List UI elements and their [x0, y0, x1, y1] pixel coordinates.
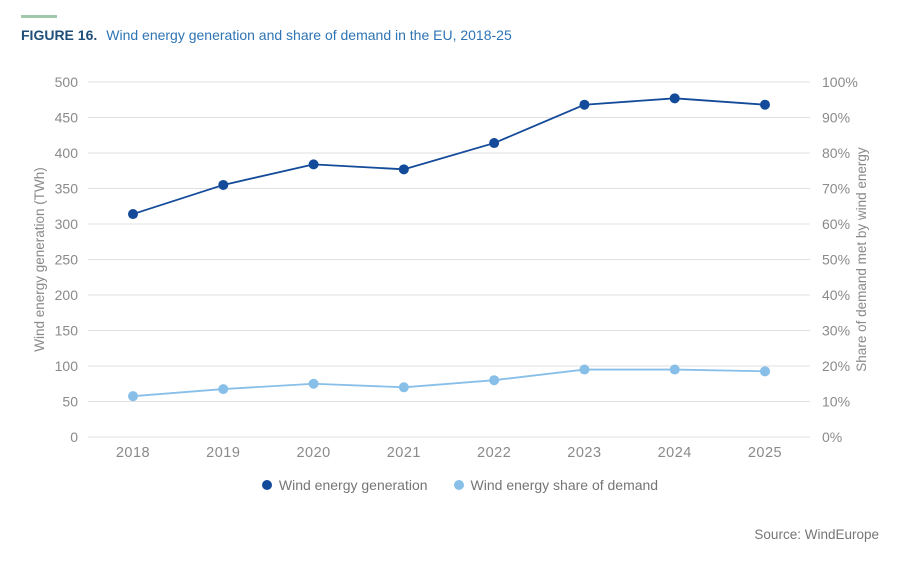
right-axis-tick-label: 10%	[822, 394, 850, 410]
left-axis-tick-label: 350	[55, 181, 79, 197]
share-series-dot-icon	[453, 480, 464, 490]
x-axis-tick-label: 2024	[658, 445, 692, 461]
right-axis-tick-label: 30%	[822, 323, 850, 339]
generation-series-dot-icon	[261, 480, 272, 490]
data-point-1-2021	[398, 382, 409, 393]
chart-area: 0 0% 50 10% 100 20% 150 30% 200 40% 250 50% 300 60% 35…	[0, 60, 920, 470]
chart-legend: Wind energy generation Wind energy share…	[0, 477, 920, 493]
chart-canvas: 0 0% 50 10% 100 20% 150 30% 200 40% 250 50% 300 60% 35…	[32, 74, 869, 461]
right-axis-tick-label: 60%	[822, 216, 850, 232]
data-point-1-2019	[218, 384, 229, 395]
left-axis-tick-label: 100	[55, 358, 79, 374]
left-axis-tick-label: 500	[55, 74, 79, 90]
x-axis-tick-label: 2019	[206, 445, 240, 461]
x-axis-tick-label: 2021	[387, 445, 421, 461]
left-axis-tick-label: 400	[55, 145, 79, 161]
x-axis-tick-label: 2025	[748, 445, 782, 461]
data-point-1-2022	[489, 375, 500, 386]
x-axis-tick-label: 2020	[296, 445, 330, 461]
source-attribution: Source: WindEurope	[754, 527, 879, 542]
right-axis-tick-label: 90%	[822, 110, 850, 126]
data-point-0-2023	[579, 99, 590, 110]
data-point-1-2018	[128, 391, 138, 402]
data-point-0-2019	[218, 179, 229, 190]
legend-item-generation: Wind energy generation	[261, 477, 428, 493]
left-axis-tick-label: 250	[55, 252, 79, 268]
data-point-0-2024	[669, 93, 680, 104]
left-axis-title: Wind energy generation (TWh)	[32, 167, 47, 352]
left-axis-tick-label: 0	[70, 429, 78, 445]
figure-label: FIGURE 16.	[21, 27, 98, 43]
x-axis-tick-label: 2023	[567, 445, 601, 461]
legend-item-share: Wind energy share of demand	[453, 477, 659, 493]
right-axis-tick-label: 50%	[822, 252, 850, 268]
data-point-0-2018	[128, 209, 138, 220]
legend-label-share: Wind energy share of demand	[470, 477, 659, 493]
series-line-0	[132, 97, 766, 215]
right-axis-tick-label: 100%	[822, 74, 858, 90]
right-axis-tick-label: 70%	[822, 181, 850, 197]
right-axis-tick-label: 20%	[822, 358, 850, 374]
left-axis-tick-label: 300	[55, 216, 79, 232]
right-axis-title: Share of demand met by wind energy	[854, 147, 869, 372]
series-line-1	[132, 368, 766, 398]
data-point-1-2024	[669, 364, 680, 375]
x-axis-tick-label: 2022	[477, 445, 511, 461]
data-point-0-2021	[398, 164, 409, 175]
right-axis-tick-label: 40%	[822, 287, 850, 303]
data-point-0-2022	[489, 138, 500, 149]
left-axis-tick-label: 150	[55, 323, 79, 339]
data-point-0-2025	[760, 99, 770, 110]
figure-title: FIGURE 16. Wind energy generation and sha…	[21, 27, 512, 43]
accent-line	[21, 15, 57, 18]
x-axis-tick-label: 2018	[116, 445, 150, 461]
left-axis-tick-label: 450	[55, 110, 79, 126]
right-axis-tick-label: 80%	[822, 145, 850, 161]
left-axis-tick-label: 200	[55, 287, 79, 303]
left-axis-tick-label: 50	[62, 394, 78, 410]
data-point-1-2023	[579, 364, 590, 375]
data-point-1-2025	[760, 366, 770, 377]
figure-title-text: Wind energy generation and share of dema…	[106, 27, 512, 43]
data-point-1-2020	[308, 378, 319, 389]
right-axis-tick-label: 0%	[822, 429, 842, 445]
legend-label-generation: Wind energy generation	[278, 477, 428, 493]
data-point-0-2020	[308, 159, 319, 170]
